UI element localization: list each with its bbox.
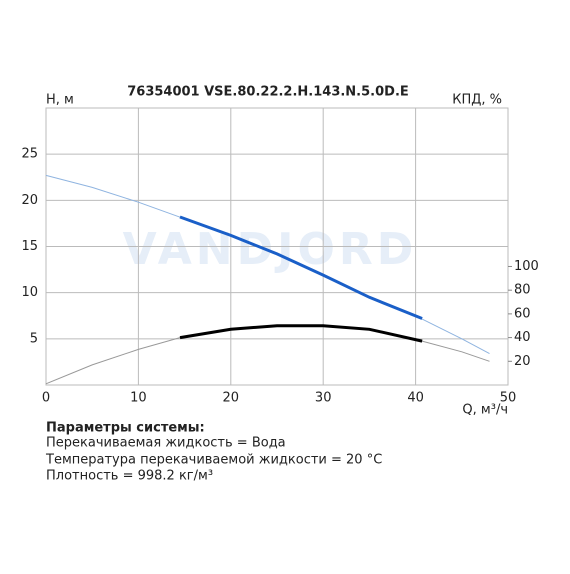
x-tick-label: 50 xyxy=(500,391,517,406)
y2-tick-label: 80 xyxy=(514,283,531,298)
x-tick-label: 20 xyxy=(223,391,240,406)
curve xyxy=(45,325,490,385)
x-tick-label: 10 xyxy=(130,391,147,406)
y2-tick-label: 60 xyxy=(514,306,531,321)
notes-line: Температура перекачиваемой жидкости = 20… xyxy=(45,453,382,468)
y-tick-label: 10 xyxy=(21,285,38,300)
x-tick-label: 0 xyxy=(42,391,50,406)
x-tick-label: 30 xyxy=(315,391,332,406)
y-tick-label: 25 xyxy=(21,147,38,162)
notes-line: Перекачиваемая жидкость = Вода xyxy=(46,436,286,451)
y2-tick-label: 40 xyxy=(514,330,531,345)
notes-line: Плотность = 998.2 кг/м³ xyxy=(46,469,213,484)
curve xyxy=(179,324,423,343)
y-tick-label: 15 xyxy=(21,239,38,254)
y-axis-label: H, м xyxy=(46,93,74,108)
x-axis-label: Q, м³/ч xyxy=(462,403,508,418)
notes-heading: Параметры системы: xyxy=(46,421,205,436)
x-tick-label: 40 xyxy=(407,391,424,406)
y-tick-label: 5 xyxy=(30,331,38,346)
chart-title: 76354001 VSE.80.22.2.H.143.N.5.0D.E xyxy=(127,85,409,100)
curve xyxy=(179,215,423,320)
y2-axis-label: КПД, % xyxy=(452,93,502,108)
y2-tick-label: 20 xyxy=(514,354,531,369)
y2-tick-label: 100 xyxy=(514,259,539,274)
y-tick-label: 20 xyxy=(21,193,38,208)
